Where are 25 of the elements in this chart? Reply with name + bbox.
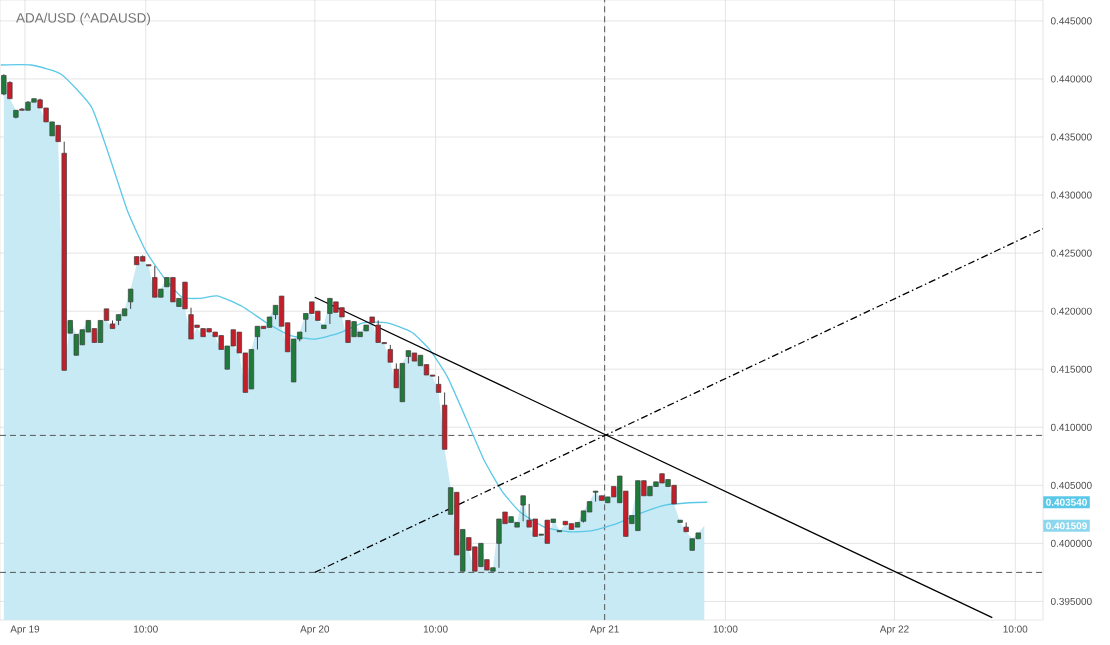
x-tick-label: 10:00: [1003, 625, 1028, 633]
candlestick: [520, 495, 526, 522]
y-tick-label: 0.405000: [1050, 481, 1092, 489]
candlestick: [127, 288, 134, 310]
x-tick-label: Apr 19: [10, 625, 40, 635]
candlestick: [592, 490, 599, 503]
text: 0.401509: [1046, 522, 1087, 530]
x-tick-label: Apr 22: [879, 625, 909, 635]
y-tick-label: 0.445000: [1050, 17, 1092, 25]
y-tick-label: 0.435000: [1050, 133, 1092, 141]
x-tick-label: 10:00: [423, 625, 448, 633]
y-tick-label: 0.415000: [1050, 365, 1092, 373]
y-tick-label: 0.425000: [1050, 249, 1092, 257]
y-tick-label: 0.400000: [1050, 539, 1092, 547]
x-tick-label: Apr 21: [589, 625, 619, 635]
x-tick-label: 10:00: [713, 625, 738, 633]
text: ADA/USD (^ADAUSD): [16, 12, 151, 26]
x-tick-label: 10:00: [134, 625, 158, 633]
y-tick-label: 0.410000: [1050, 423, 1092, 431]
y-tick-label: 0.395000: [1050, 597, 1092, 605]
y-tick-label: 0.440000: [1050, 75, 1092, 83]
y-tick-label: 0.420000: [1050, 307, 1092, 315]
text: 0.403540: [1046, 498, 1087, 506]
x-tick-label: Apr 20: [300, 625, 330, 635]
y-tick-label: 0.430000: [1050, 191, 1092, 199]
